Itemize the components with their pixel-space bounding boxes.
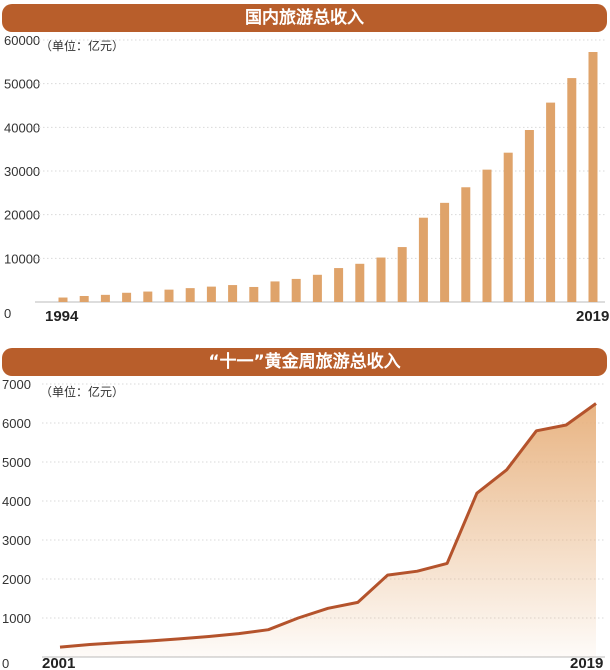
bar bbox=[291, 278, 301, 302]
domestic-tourism-bar-chart: （单位：亿元） 0100002000030000400005000060000 … bbox=[4, 33, 609, 325]
bar bbox=[312, 274, 322, 302]
bar bbox=[546, 102, 556, 302]
y-tick-label: 0 bbox=[4, 306, 11, 321]
area-fill bbox=[60, 403, 596, 657]
bar bbox=[418, 217, 428, 302]
bar bbox=[461, 187, 471, 302]
bar bbox=[334, 268, 344, 302]
bar bbox=[249, 286, 259, 302]
bar bbox=[588, 52, 598, 302]
y-tick-label: 50000 bbox=[4, 77, 40, 92]
bar bbox=[122, 292, 132, 302]
bar bbox=[376, 257, 386, 302]
x-tick-label: 1994 bbox=[45, 308, 79, 325]
x-tick-label: 2001 bbox=[42, 655, 75, 670]
chart-title-domestic-tourism: 国内旅游总收入 bbox=[2, 4, 607, 32]
y-tick-label: 60000 bbox=[4, 33, 40, 48]
bar bbox=[58, 297, 68, 302]
y-tick-label: 0 bbox=[2, 656, 9, 670]
bar bbox=[440, 202, 450, 302]
unit-label: （单位：亿元） bbox=[40, 384, 124, 399]
unit-label: （单位：亿元） bbox=[40, 38, 124, 53]
bar bbox=[206, 286, 216, 302]
y-tick-label: 40000 bbox=[4, 120, 40, 135]
chart-title-golden-week: “十一”黄金周旅游总收入 bbox=[2, 348, 607, 376]
y-tick-label: 1000 bbox=[2, 611, 31, 626]
bar bbox=[355, 263, 365, 302]
bar bbox=[397, 247, 407, 302]
y-tick-label: 3000 bbox=[2, 533, 31, 548]
y-tick-label: 7000 bbox=[2, 377, 31, 392]
bar bbox=[143, 291, 153, 302]
y-tick-label: 2000 bbox=[2, 572, 31, 587]
y-tick-label: 30000 bbox=[4, 164, 40, 179]
y-tick-label: 6000 bbox=[2, 416, 31, 431]
series-line bbox=[59, 402, 597, 649]
y-tick-label: 5000 bbox=[2, 455, 31, 470]
bar bbox=[270, 281, 280, 302]
bar bbox=[524, 129, 534, 302]
x-tick-label: 2019 bbox=[576, 308, 609, 325]
bar bbox=[185, 288, 195, 302]
bar bbox=[503, 152, 513, 302]
bar bbox=[164, 289, 174, 302]
y-tick-label: 10000 bbox=[4, 251, 40, 266]
y-tick-label: 4000 bbox=[2, 494, 31, 509]
bar bbox=[482, 169, 492, 302]
bar bbox=[228, 285, 238, 302]
x-tick-label: 2019 bbox=[570, 655, 603, 670]
bar bbox=[567, 78, 577, 303]
bar bbox=[79, 295, 89, 302]
bar bbox=[100, 294, 110, 302]
y-tick-label: 20000 bbox=[4, 208, 40, 223]
